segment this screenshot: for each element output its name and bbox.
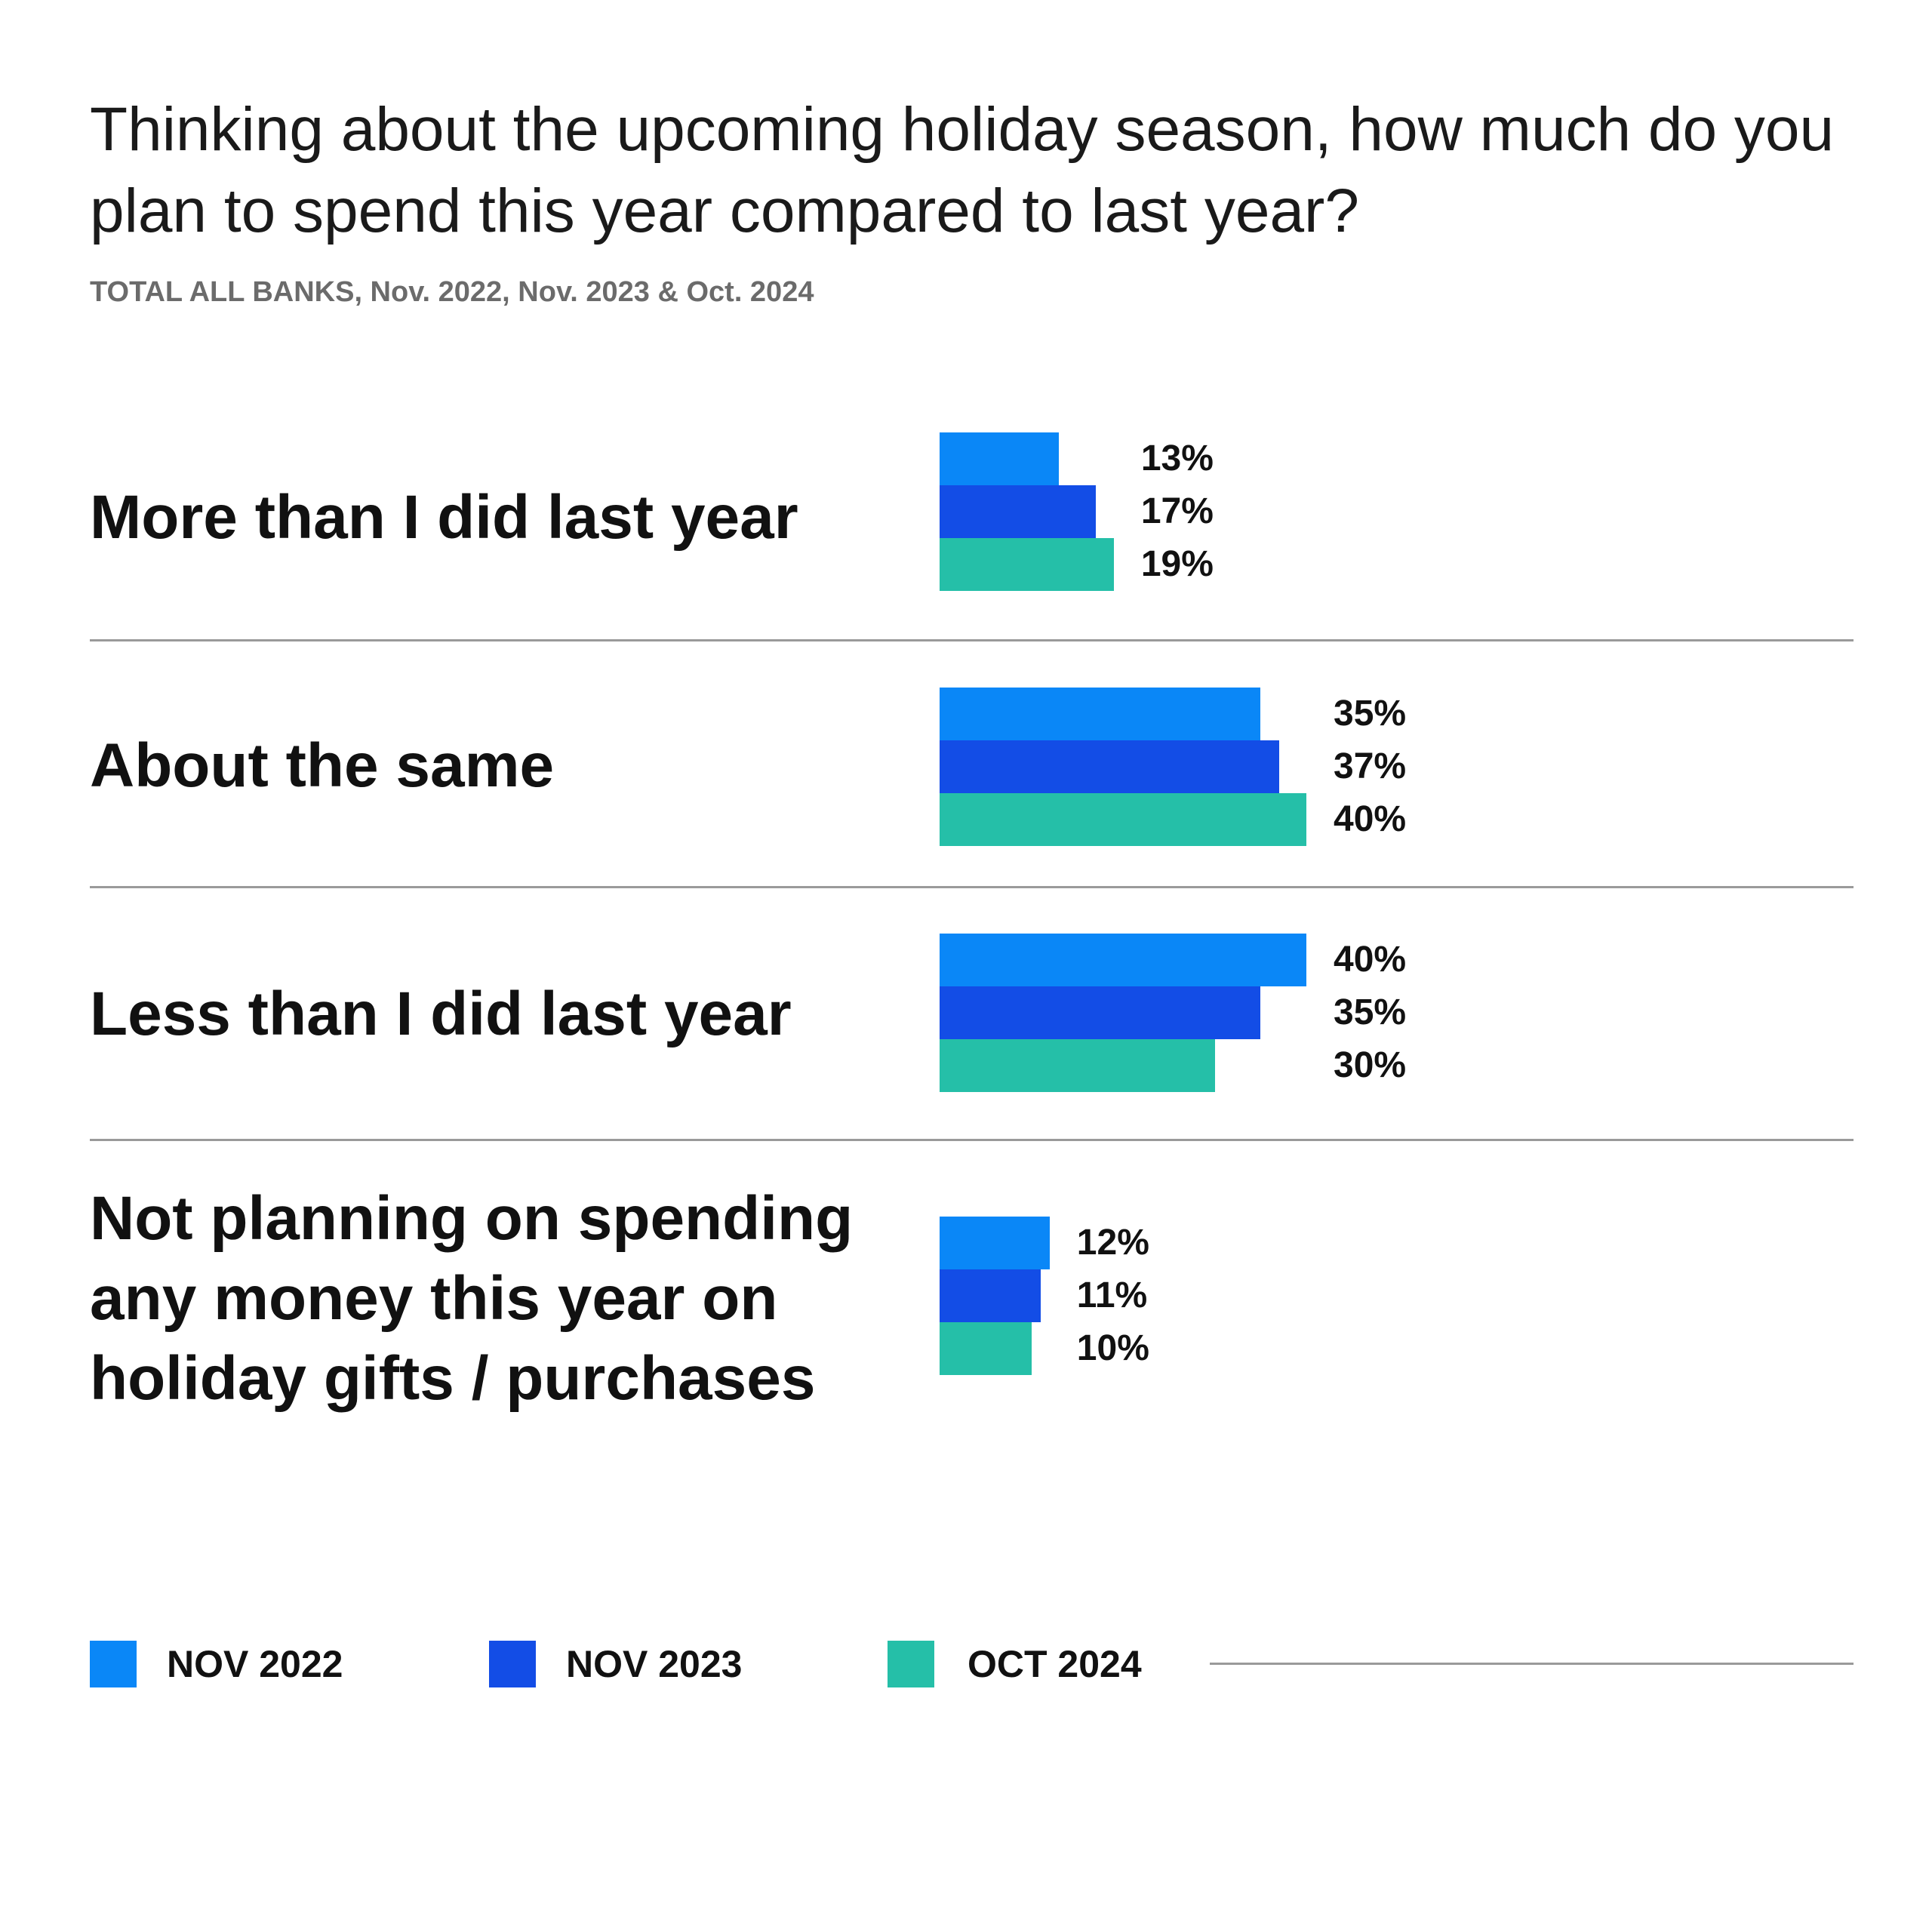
bar-oct-2024-3 <box>940 1322 1032 1375</box>
category-label-less: Less than I did last year <box>90 980 792 1048</box>
legend-swatch-nov-2023 <box>489 1641 536 1687</box>
legend-label-nov-2023: NOV 2023 <box>566 1643 743 1685</box>
category-label-not-planning: Not planning on spending any money this … <box>90 1184 854 1413</box>
row-divider <box>90 886 1854 888</box>
bar-oct-2024-2 <box>940 1039 1215 1092</box>
data-label-nov-2023-0: 17% <box>1140 491 1214 531</box>
bar-nov-2023-3 <box>940 1269 1041 1322</box>
chart-subtitle: TOTAL ALL BANKS, Nov. 2022, Nov. 2023 & … <box>90 276 814 308</box>
data-label-nov-2023-1: 37% <box>1334 746 1407 786</box>
legend-label-nov-2022: NOV 2022 <box>167 1643 343 1685</box>
data-label-nov-2023-2: 35% <box>1334 992 1407 1032</box>
legend-swatch-nov-2022 <box>90 1641 137 1687</box>
bar-nov-2023-1 <box>940 740 1279 793</box>
data-label-nov-2022-3: 12% <box>1076 1223 1149 1263</box>
data-label-nov-2022-1: 35% <box>1334 694 1407 734</box>
category-label-same: About the same <box>90 731 555 800</box>
row-divider <box>90 1139 1854 1141</box>
bar-nov-2022-3 <box>940 1217 1050 1269</box>
bar-nov-2022-2 <box>940 934 1306 986</box>
data-label-oct-2024-1: 40% <box>1334 799 1407 839</box>
data-label-nov-2022-2: 40% <box>1334 940 1407 980</box>
data-label-nov-2023-3: 11% <box>1076 1275 1148 1315</box>
legend-swatch-oct-2024 <box>888 1641 934 1687</box>
data-label-oct-2024-3: 10% <box>1076 1328 1149 1368</box>
bar-oct-2024-0 <box>940 538 1114 591</box>
row-divider <box>90 639 1854 641</box>
bar-oct-2024-1 <box>940 793 1306 846</box>
chart-title: Thinking about the upcoming holiday seas… <box>90 95 1835 245</box>
data-label-oct-2024-0: 19% <box>1140 544 1214 584</box>
bar-nov-2023-0 <box>940 485 1096 538</box>
data-label-oct-2024-2: 30% <box>1334 1045 1407 1085</box>
legend-label-oct-2024: OCT 2024 <box>968 1643 1142 1685</box>
bar-nov-2022-0 <box>940 432 1059 485</box>
bar-nov-2023-2 <box>940 986 1261 1039</box>
bar-nov-2022-1 <box>940 688 1261 740</box>
legend-rule <box>1210 1663 1854 1665</box>
data-label-nov-2022-0: 13% <box>1140 438 1214 478</box>
category-label-more: More than I did last year <box>90 483 798 552</box>
